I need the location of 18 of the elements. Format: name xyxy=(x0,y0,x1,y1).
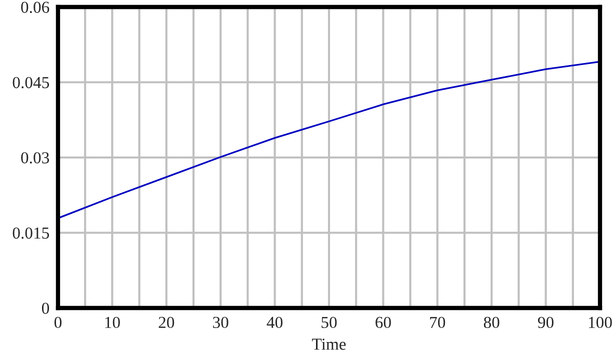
x-tick-label: 10 xyxy=(105,316,120,328)
x-tick-label: 100 xyxy=(588,316,612,328)
x-axis-title: Time xyxy=(312,338,346,350)
y-tick-label: 0 xyxy=(42,302,50,314)
y-tick-label: 0.06 xyxy=(21,2,50,14)
x-tick-label: 0 xyxy=(54,316,62,328)
x-tick-label: 80 xyxy=(484,316,500,328)
x-tick-label: 40 xyxy=(266,316,282,328)
x-tick-label: 20 xyxy=(158,316,174,328)
x-tick-label: 30 xyxy=(213,316,228,328)
y-tick-label: 0.03 xyxy=(21,152,50,164)
x-tick-label: 70 xyxy=(430,316,446,328)
x-tick-label: 50 xyxy=(322,316,337,328)
x-tick-label: 60 xyxy=(376,316,391,328)
x-tick-label: 90 xyxy=(538,316,554,328)
y-tick-label: 0.015 xyxy=(12,227,50,239)
y-tick-label: 0.045 xyxy=(12,76,50,88)
line-series xyxy=(58,60,600,220)
